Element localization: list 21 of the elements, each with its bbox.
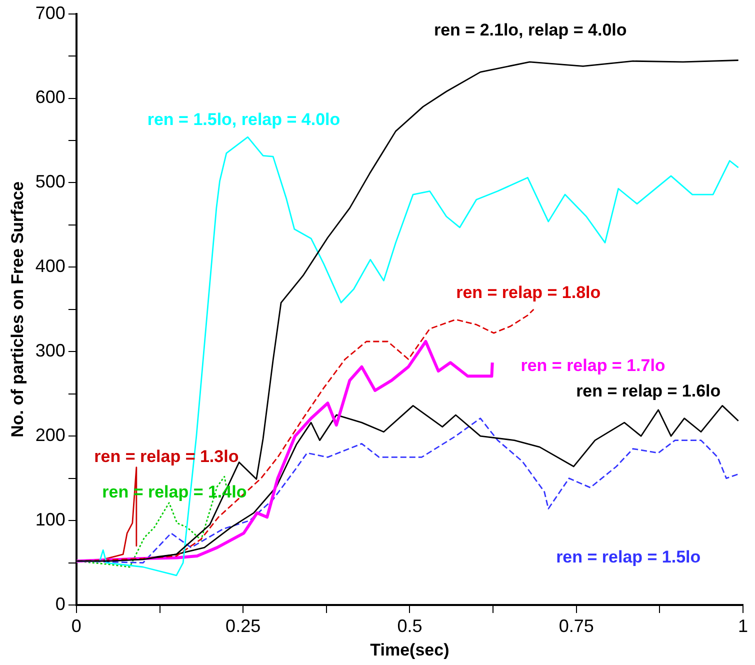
series-label: ren = 2.1lo, relap = 4.0lo xyxy=(434,20,627,40)
y-tick-label: 100 xyxy=(35,510,66,530)
y-tick-label: 200 xyxy=(35,425,66,446)
y-tick-label: 0 xyxy=(55,594,66,614)
x-tick-label: 0.5 xyxy=(397,616,422,636)
y-axis-title: No. of particles on Free Surface xyxy=(8,181,27,438)
series-label: ren = relap = 1.8lo xyxy=(456,283,601,302)
y-tick-label: 600 xyxy=(35,87,66,108)
x-tick-label: 1 xyxy=(738,616,748,636)
y-tick-label: 500 xyxy=(35,172,66,192)
x-axis-title: Time(sec) xyxy=(370,640,450,660)
series-label: ren = relap = 1.6lo xyxy=(576,381,721,400)
y-tick-label: 700 xyxy=(35,2,66,23)
y-tick-label: 400 xyxy=(35,256,66,276)
x-tick-label: 0.25 xyxy=(226,616,261,636)
series-label: ren = 1.5lo, relap = 4.0lo xyxy=(147,110,340,129)
text: ren = relap = 1.5lo xyxy=(556,547,701,566)
x-tick-label: 0 xyxy=(71,616,82,636)
x-tick-label: 0.75 xyxy=(558,616,594,636)
y-tick-label: 300 xyxy=(35,340,66,361)
series-label: ren = relap = 1.7lo xyxy=(520,356,666,375)
